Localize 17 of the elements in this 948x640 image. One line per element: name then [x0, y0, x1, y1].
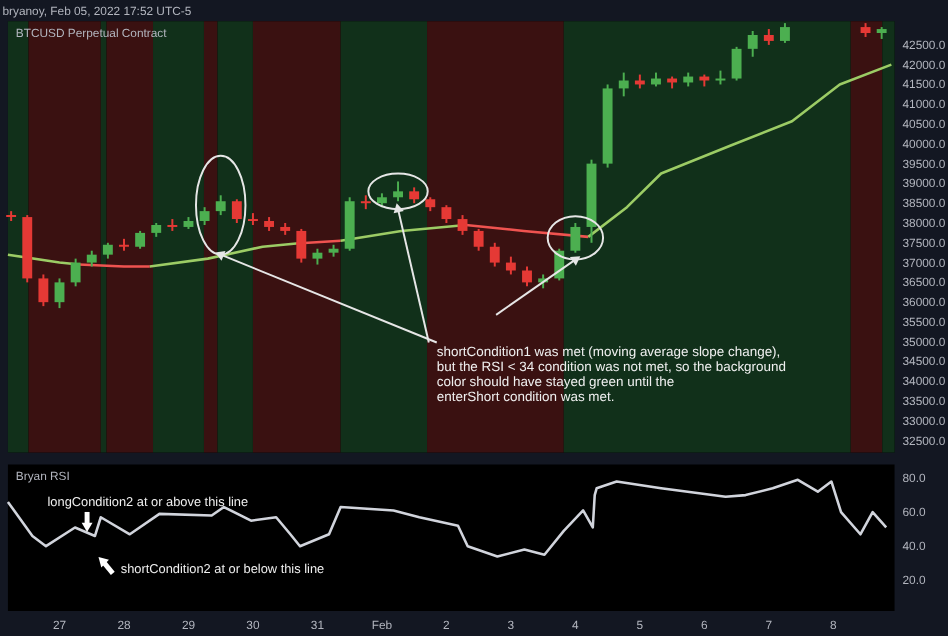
candlestick [344, 196, 355, 252]
candlestick [473, 227, 484, 252]
candlestick [38, 273, 49, 308]
candlestick [779, 22, 790, 44]
candlestick [296, 227, 307, 264]
candlestick [457, 214, 468, 236]
candlestick [618, 71, 629, 98]
candlestick [70, 257, 81, 288]
candlestick [522, 265, 532, 288]
candlestick [231, 198, 242, 224]
candlestick [393, 180, 403, 203]
candlestick [747, 30, 758, 58]
candlestick [215, 194, 226, 217]
candlestick [54, 277, 65, 310]
candlestick [570, 222, 581, 254]
candlestick [489, 241, 500, 268]
candlestick [731, 45, 742, 82]
